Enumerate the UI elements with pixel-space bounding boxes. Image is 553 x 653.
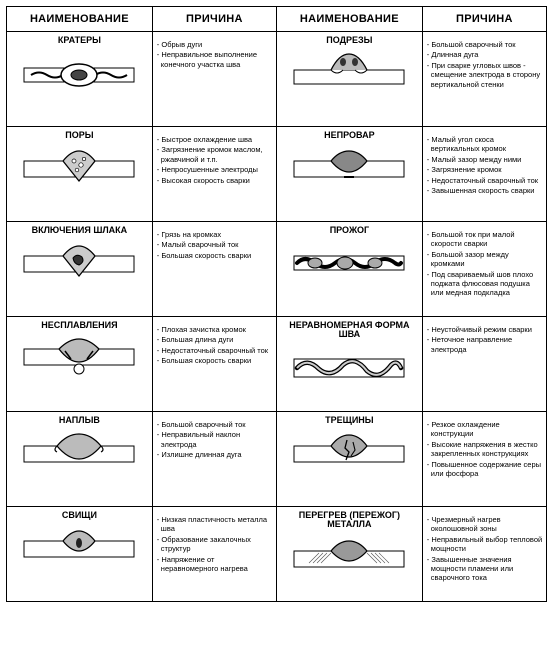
slag-diagram-icon — [19, 238, 139, 286]
table-row: НЕСПЛАВЛЕНИЯ- Плохая зачистка кромок- Бо… — [7, 317, 547, 412]
cause-line: - Завышенные значения мощности пламени и… — [427, 555, 543, 583]
table-row: СВИЩИ- Низкая пластичность металла шва- … — [7, 507, 547, 602]
defect-cause-cell: - Резкое охлаждение конструкции- Высокие… — [422, 412, 546, 507]
cause-line: - Чрезмерный нагрев околошовной зоны — [427, 515, 543, 534]
defect-name-cell: ВКЛЮЧЕНИЯ ШЛАКА — [7, 222, 153, 317]
cause-line: - Большая скорость сварки — [157, 251, 273, 260]
cause-line: - Недостаточный сварочный ток — [157, 346, 273, 355]
defect-name-cell: ПРОЖОГ — [276, 222, 422, 317]
cause-line: - Грязь на кромках — [157, 230, 273, 239]
defect-title: КРАТЕРЫ — [9, 36, 150, 45]
cause-line: - Большая скорость сварки — [157, 356, 273, 365]
cause-line: - Малый зазор между ними — [427, 155, 543, 164]
crater-diagram-icon — [19, 48, 139, 96]
overlap-diagram-icon — [19, 428, 139, 476]
header-cause-1: ПРИЧИНА — [152, 7, 276, 32]
header-name-1: НАИМЕНОВАНИЕ — [7, 7, 153, 32]
cause-line: - Быстрое охлаждение шва — [157, 135, 273, 144]
defect-cause-cell: - Низкая пластичность металла шва- Образ… — [152, 507, 276, 602]
defect-title: НЕПРОВАР — [279, 131, 420, 140]
cause-line: - Высокие напряжения в жестко закрепленн… — [427, 440, 543, 459]
header-name-2: НАИМЕНОВАНИЕ — [276, 7, 422, 32]
defect-cause-cell: - Неустойчивый режим сварки- Неточное на… — [422, 317, 546, 412]
cause-line: - Большой ток при малой скорости сварки — [427, 230, 543, 249]
overheat-diagram-icon — [289, 533, 409, 581]
cause-line: - Излишне длинная дуга — [157, 450, 273, 459]
header-row: НАИМЕНОВАНИЕ ПРИЧИНА НАИМЕНОВАНИЕ ПРИЧИН… — [7, 7, 547, 32]
cause-line: - Малый сварочный ток — [157, 240, 273, 249]
defect-cause-cell: - Быстрое охлаждение шва- Загрязнение кр… — [152, 127, 276, 222]
cause-line: - При сварке угловых швов - смещение эле… — [427, 61, 543, 89]
defect-cause-cell: - Грязь на кромках- Малый сварочный ток -… — [152, 222, 276, 317]
cracks-diagram-icon — [289, 428, 409, 476]
cause-line: - Недостаточный сварочный ток — [427, 176, 543, 185]
defect-cause-cell: - Большой сварочный ток- Длинная дуга - П… — [422, 32, 546, 127]
cause-line: - Непросушенные электроды — [157, 165, 273, 174]
defect-title: ТРЕЩИНЫ — [279, 416, 420, 425]
defect-title: НАПЛЫВ — [9, 416, 150, 425]
defect-name-cell: НЕРАВНОМЕРНАЯ ФОРМА ШВА — [276, 317, 422, 412]
defects-table: НАИМЕНОВАНИЕ ПРИЧИНА НАИМЕНОВАНИЕ ПРИЧИН… — [6, 6, 547, 602]
cause-line: - Низкая пластичность металла шва — [157, 515, 273, 534]
lof-diagram-icon — [19, 333, 139, 381]
header-cause-2: ПРИЧИНА — [422, 7, 546, 32]
defect-title: ПЕРЕГРЕВ (ПЕРЕЖОГ) МЕТАЛЛА — [279, 511, 420, 530]
cause-line: - Завышенная скорость сварки — [427, 186, 543, 195]
defect-title: ПОРЫ — [9, 131, 150, 140]
cause-line: - Образование закалочных структур — [157, 535, 273, 554]
defect-title: НЕСПЛАВЛЕНИЯ — [9, 321, 150, 330]
cause-line: - Резкое охлаждение конструкции — [427, 420, 543, 439]
defect-title: ПОДРЕЗЫ — [279, 36, 420, 45]
fistula-diagram-icon — [19, 523, 139, 571]
cause-line: - Неустойчивый режим сварки — [427, 325, 543, 334]
table-row: ПОРЫ- Быстрое охлаждение шва- Загрязнени… — [7, 127, 547, 222]
table-row: НАПЛЫВ- Большой сварочный ток- Неправиль… — [7, 412, 547, 507]
defect-name-cell: ПОРЫ — [7, 127, 153, 222]
defect-cause-cell: - Малый угол скоса вертикальных кромок- … — [422, 127, 546, 222]
cause-line: - Длинная дуга — [427, 50, 543, 59]
undercut-diagram-icon — [289, 48, 409, 96]
uneven-diagram-icon — [289, 343, 409, 391]
cause-line: - Напряжение от неравномерного нагрева — [157, 555, 273, 574]
defect-name-cell: НЕСПЛАВЛЕНИЯ — [7, 317, 153, 412]
pores-diagram-icon — [19, 143, 139, 191]
cause-line: - Загрязнение кромок маслом, ржавчиной и… — [157, 145, 273, 164]
cause-line: - Малый угол скоса вертикальных кромок — [427, 135, 543, 154]
defect-name-cell: НАПЛЫВ — [7, 412, 153, 507]
defect-name-cell: ТРЕЩИНЫ — [276, 412, 422, 507]
defect-title: СВИЩИ — [9, 511, 150, 520]
cause-line: - Большой сварочный ток — [157, 420, 273, 429]
table-row: КРАТЕРЫ- Обрыв дуги- Неправильное выполн… — [7, 32, 547, 127]
cause-line: - Обрыв дуги — [157, 40, 273, 49]
defect-cause-cell: - Плохая зачистка кромок- Большая длина … — [152, 317, 276, 412]
cause-line: - Неправильное выполнение конечного учас… — [157, 50, 273, 69]
cause-line: - Неправильный выбор тепловой мощности — [427, 535, 543, 554]
defect-cause-cell: - Большой ток при малой скорости сварки-… — [422, 222, 546, 317]
nofusion-diagram-icon — [289, 143, 409, 191]
cause-line: - Под свариваемый шов плохо поджата флюс… — [427, 270, 543, 298]
cause-line: - Высокая скорость сварки — [157, 176, 273, 185]
cause-line: - Неправильный наклон электрода — [157, 430, 273, 449]
defect-title: ПРОЖОГ — [279, 226, 420, 235]
cause-line: - Плохая зачистка кромок — [157, 325, 273, 334]
burnthrough-diagram-icon — [289, 238, 409, 286]
cause-line: - Большая длина дуги — [157, 335, 273, 344]
defect-cause-cell: - Обрыв дуги- Неправильное выполнение ко… — [152, 32, 276, 127]
defect-cause-cell: - Большой сварочный ток- Неправильный на… — [152, 412, 276, 507]
cause-line: - Неточное направление электрода — [427, 335, 543, 354]
cause-line: - Большой зазор между кромками — [427, 250, 543, 269]
defect-name-cell: НЕПРОВАР — [276, 127, 422, 222]
cause-line: - Загрязнение кромок — [427, 165, 543, 174]
defect-name-cell: ПЕРЕГРЕВ (ПЕРЕЖОГ) МЕТАЛЛА — [276, 507, 422, 602]
defect-title: НЕРАВНОМЕРНАЯ ФОРМА ШВА — [279, 321, 420, 340]
cause-line: - Большой сварочный ток — [427, 40, 543, 49]
table-row: ВКЛЮЧЕНИЯ ШЛАКА- Грязь на кромках- Малый… — [7, 222, 547, 317]
defect-title: ВКЛЮЧЕНИЯ ШЛАКА — [9, 226, 150, 235]
cause-line: - Повышенное содержание серы или фосфора — [427, 460, 543, 479]
defect-name-cell: КРАТЕРЫ — [7, 32, 153, 127]
defect-name-cell: ПОДРЕЗЫ — [276, 32, 422, 127]
defect-cause-cell: - Чрезмерный нагрев околошовной зоны- Не… — [422, 507, 546, 602]
defect-name-cell: СВИЩИ — [7, 507, 153, 602]
